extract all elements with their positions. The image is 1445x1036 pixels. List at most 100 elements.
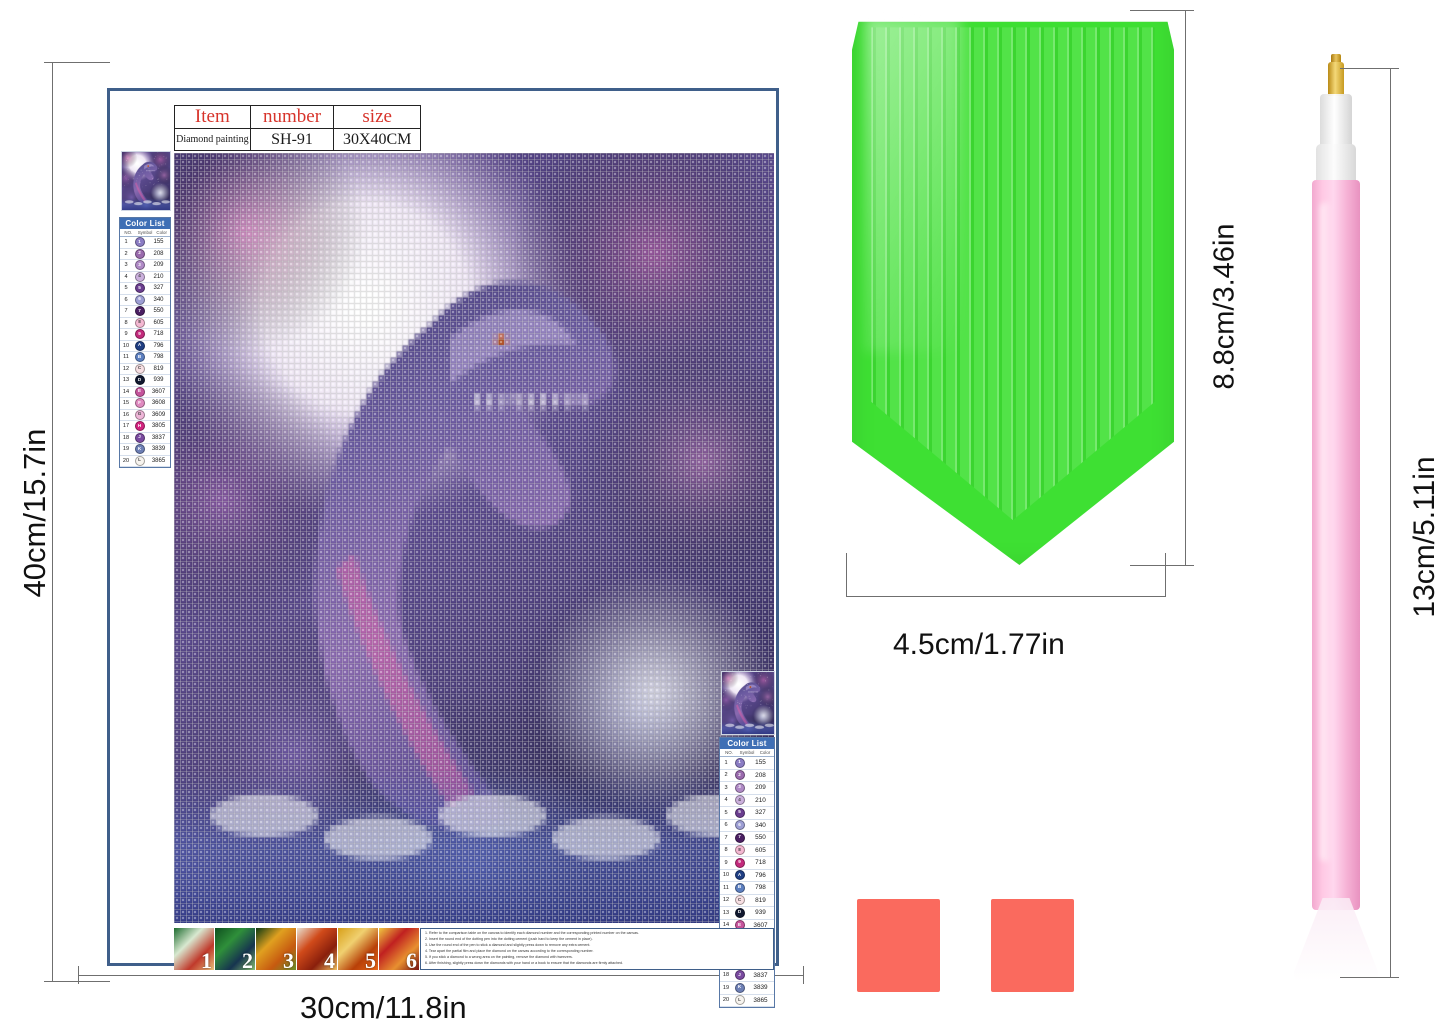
pen-stand-base <box>1294 898 1378 982</box>
color-swatch-dot: 5 <box>735 808 745 818</box>
color-row-number: 3 <box>720 785 732 791</box>
color-row-number: 8 <box>720 847 732 853</box>
canvas-inner: Item number size Diamond painting SH-91 <box>114 95 772 959</box>
color-row-symbol: 1 <box>132 237 147 247</box>
col-head-color-b: Color <box>756 749 774 756</box>
color-list-row: 17 H 3805 <box>120 421 170 433</box>
color-row-number: 13 <box>120 377 132 383</box>
color-row-symbol: 9 <box>732 858 747 868</box>
color-row-code: 798 <box>147 354 170 360</box>
canvas-top-extension <box>52 62 110 63</box>
adhesive-wax-square-1 <box>857 899 940 992</box>
instruction-line: 6. After finishing, slightly press down … <box>425 961 769 967</box>
step-thumbnail: 5 <box>338 928 379 970</box>
color-row-code: 3805 <box>147 423 170 429</box>
color-row-number: 7 <box>120 308 132 314</box>
color-list-row: 19 K 3839 <box>120 444 170 456</box>
pen-top-extension <box>1340 68 1392 69</box>
step-thumbnail-number: 6 <box>406 948 417 970</box>
canvas-height-label: 40cm/15.7in <box>17 413 53 613</box>
color-row-code: 3839 <box>747 984 774 991</box>
color-row-code: 796 <box>147 343 170 349</box>
color-list-row: 18 J 3837 <box>120 433 170 445</box>
color-row-code: 3607 <box>147 389 170 395</box>
color-row-symbol: L <box>132 456 147 466</box>
color-list-row: 3 3 209 <box>720 782 774 795</box>
color-swatch-dot: 4 <box>135 272 145 282</box>
color-list-row: 2 2 208 <box>120 249 170 261</box>
color-row-code: 340 <box>147 297 170 303</box>
value-cell-size: 30X40CM <box>334 129 420 150</box>
step-thumbnail: 2 <box>215 928 256 970</box>
color-row-number: 19 <box>720 985 732 991</box>
color-row-number: 2 <box>720 772 732 778</box>
color-swatch-dot: D <box>135 375 145 385</box>
color-row-number: 18 <box>720 972 732 978</box>
step-thumbnail: 6 <box>379 928 420 970</box>
canvas-width-guide-right-cap <box>803 966 804 984</box>
color-row-symbol: A <box>732 870 747 880</box>
header-cell-item: Item <box>175 106 251 129</box>
diamond-painting-pen <box>1296 62 1374 982</box>
color-row-number: 9 <box>720 860 732 866</box>
color-row-code: 798 <box>747 884 774 891</box>
product-info-value-row: Diamond painting SH-91 30X40CM <box>175 129 420 150</box>
color-row-number: 6 <box>720 822 732 828</box>
color-row-code: 550 <box>147 308 170 314</box>
preview-art-bottom <box>722 672 774 734</box>
col-head-color: Color <box>153 229 170 236</box>
color-swatch-dot: K <box>135 444 145 454</box>
color-row-code: 3609 <box>147 412 170 418</box>
pen-length-guide-line <box>1390 68 1391 978</box>
tray-width-right-cap <box>1165 553 1166 597</box>
color-row-code: 210 <box>747 797 774 804</box>
step-thumbnail-number: 1 <box>201 948 212 970</box>
tray-height-guide-line <box>1185 10 1186 566</box>
color-list-row: 12 C 819 <box>120 364 170 376</box>
color-row-number: 11 <box>120 354 132 360</box>
header-cell-size: size <box>334 106 420 129</box>
color-row-code: 155 <box>147 239 170 245</box>
color-row-number: 17 <box>120 423 132 429</box>
color-row-code: 819 <box>747 897 774 904</box>
pen-barrel-highlight <box>1320 202 1332 862</box>
color-list-row: 6 6 340 <box>120 295 170 307</box>
color-swatch-dot: H <box>135 421 145 431</box>
color-row-symbol: C <box>132 364 147 374</box>
color-list-row: 4 4 210 <box>720 795 774 808</box>
color-row-symbol: K <box>732 983 747 993</box>
color-swatch-dot: C <box>735 895 745 905</box>
color-row-code: 605 <box>747 847 774 854</box>
tray-height-label: 8.8cm/3.46in <box>1209 177 1242 437</box>
color-row-code: 939 <box>747 909 774 916</box>
tray-highlight <box>865 16 962 352</box>
value-size-text: 30X40CM <box>343 131 411 149</box>
color-list-title-top: Color List <box>120 218 170 229</box>
canvas-width-guide-line <box>78 975 804 976</box>
color-row-code: 209 <box>747 784 774 791</box>
color-swatch-dot: 3 <box>735 783 745 793</box>
artwork-grid-overlay <box>174 153 774 923</box>
color-list-row: 9 9 718 <box>720 857 774 870</box>
step-thumbnail: 3 <box>256 928 297 970</box>
color-list-row: 3 3 209 <box>120 260 170 272</box>
color-row-code: 819 <box>147 366 170 372</box>
color-row-symbol: E <box>132 387 147 397</box>
header-cell-number: number <box>251 106 335 129</box>
color-list-row: 9 9 718 <box>120 329 170 341</box>
product-image-stage: 40cm/15.7in 30cm/11.8in Item number size <box>0 0 1445 1036</box>
color-list-row: 4 4 210 <box>120 272 170 284</box>
color-row-symbol: K <box>132 444 147 454</box>
color-row-code: 3865 <box>147 458 170 464</box>
color-row-symbol: 7 <box>732 833 747 843</box>
color-row-number: 4 <box>120 274 132 280</box>
color-list-row: 8 8 605 <box>720 845 774 858</box>
value-number-text: SH-91 <box>271 131 313 149</box>
color-list-row: 1 1 155 <box>720 757 774 770</box>
color-row-code: 340 <box>747 822 774 829</box>
color-swatch-dot: 9 <box>135 329 145 339</box>
color-list-row: 10 A 796 <box>720 870 774 883</box>
color-list-row: 7 7 550 <box>720 832 774 845</box>
color-list-title-bottom: Color List <box>720 738 774 749</box>
color-list-row: 7 7 550 <box>120 306 170 318</box>
